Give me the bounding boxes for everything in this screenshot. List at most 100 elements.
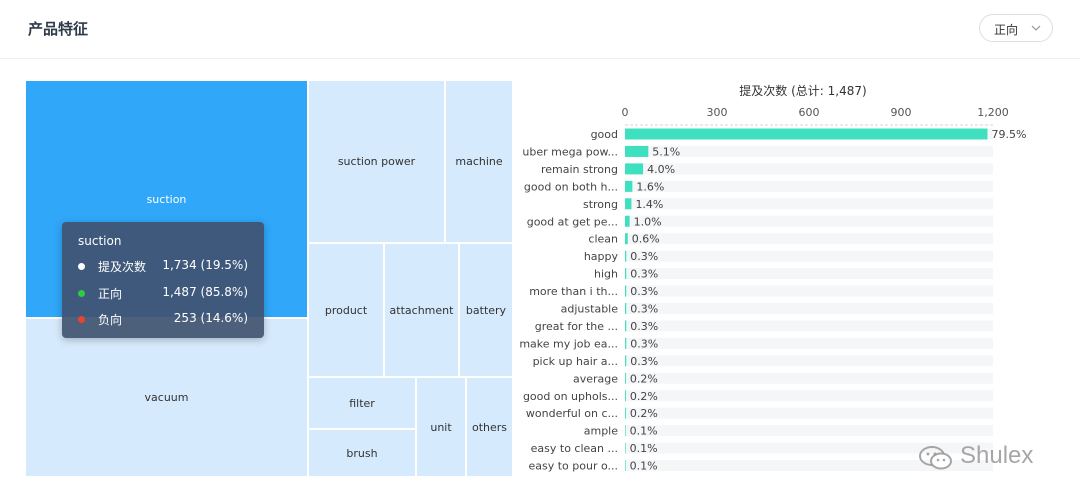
bar xyxy=(625,233,628,245)
category-label: make my job ea... xyxy=(520,337,618,350)
data-label: 1.6% xyxy=(636,180,664,193)
tile-label: brush xyxy=(346,446,378,460)
bar-track xyxy=(625,303,993,314)
tooltip-row-negative: 负向 253 (14.6%) xyxy=(78,311,250,329)
category-label: good at get pe... xyxy=(527,215,618,228)
treemap-tile-machine[interactable]: machine xyxy=(445,80,513,243)
category-label: good on uphols... xyxy=(523,390,618,403)
bar xyxy=(625,250,627,262)
bar xyxy=(625,180,633,192)
tile-label: unit xyxy=(430,420,452,434)
data-label: 0.3% xyxy=(630,337,658,350)
category-label: more than i th... xyxy=(529,285,618,298)
tile-label: vacuum xyxy=(144,391,189,404)
data-label: 0.3% xyxy=(630,355,658,368)
bar xyxy=(625,355,627,367)
tooltip-row-mentions: 提及次数 1,734 (19.5%) xyxy=(78,258,250,276)
data-label: 1.0% xyxy=(634,215,662,228)
tile-label: suction power xyxy=(337,155,416,168)
bar xyxy=(625,145,649,157)
data-label: 0.2% xyxy=(630,390,658,403)
data-label: 0.3% xyxy=(630,320,658,333)
category-label: strong xyxy=(583,198,618,211)
bar-track xyxy=(625,198,993,210)
bar-track xyxy=(625,337,993,349)
tile-label: filter xyxy=(349,396,375,410)
category-label: uber mega pow... xyxy=(522,145,618,158)
category-label: high xyxy=(594,268,618,281)
legend-dot-icon xyxy=(78,290,85,297)
treemap-tile-filter[interactable]: filter xyxy=(308,377,416,429)
bar-track xyxy=(625,425,993,437)
data-label: 0.3% xyxy=(630,303,658,316)
bar-track xyxy=(625,250,993,262)
bar xyxy=(625,320,627,332)
treemap-tile-unit[interactable]: unit xyxy=(416,377,466,477)
category-label: clean xyxy=(588,233,618,246)
data-label: 0.1% xyxy=(630,460,658,473)
bar xyxy=(625,407,626,419)
bar xyxy=(625,198,632,210)
bar-chart-svg: 提及次数 (总计: 1,487) 0 300 600 900 1,200 good 79.5%… xyxy=(520,83,1026,473)
bar-track xyxy=(625,163,993,175)
sentiment-filter-dropdown[interactable]: 正向 xyxy=(979,14,1053,42)
bar-track xyxy=(625,180,993,192)
data-label: 5.1% xyxy=(652,145,680,158)
category-label: ample xyxy=(584,425,618,438)
feature-treemap: suction vacuum suction power machine pro… xyxy=(25,80,513,477)
bar-track xyxy=(625,268,993,280)
tile-label: machine xyxy=(455,155,503,168)
treemap-tile-attachment[interactable]: attachment xyxy=(384,243,459,377)
tooltip-row-value: 1,487 (85.8%) xyxy=(162,285,248,299)
bar-track xyxy=(625,285,993,297)
tooltip-row-label: 正向 xyxy=(98,287,123,301)
bar xyxy=(625,372,626,384)
bar xyxy=(625,390,626,402)
bar xyxy=(625,128,988,140)
data-label: 0.3% xyxy=(630,285,658,298)
tooltip-row-positive: 正向 1,487 (85.8%) xyxy=(78,285,250,303)
bar xyxy=(625,268,627,280)
x-tick-label: 1,200 xyxy=(977,106,1009,119)
watermark: Shulex xyxy=(918,440,1058,476)
category-label: happy xyxy=(584,250,619,263)
data-label: 0.2% xyxy=(630,407,658,420)
treemap-tile-product[interactable]: product xyxy=(308,243,384,377)
tooltip-row-value: 1,734 (19.5%) xyxy=(162,258,248,272)
category-label: easy to clean ... xyxy=(531,442,618,455)
treemap-tile-others[interactable]: others xyxy=(466,377,513,477)
data-label: 1.4% xyxy=(635,198,663,211)
category-label: easy to pour o... xyxy=(528,460,618,473)
category-label: pick up hair a... xyxy=(533,355,618,368)
wechat-icon xyxy=(919,446,952,470)
treemap-tooltip: suction 提及次数 1,734 (19.5%) 正向 1,487 (85.… xyxy=(62,222,264,338)
panel-header: 产品特征 正向 xyxy=(0,0,1080,59)
bar-track xyxy=(625,372,993,384)
legend-dot-icon xyxy=(78,263,85,270)
treemap-tile-battery[interactable]: battery xyxy=(459,243,513,377)
tooltip-title: suction xyxy=(78,234,122,248)
tile-label: product xyxy=(324,303,368,317)
data-label: 4.0% xyxy=(647,163,675,176)
tooltip-row-value: 253 (14.6%) xyxy=(173,311,248,325)
category-label: good xyxy=(591,128,618,141)
legend-dot-icon xyxy=(78,316,85,323)
tooltip-row-label: 负向 xyxy=(98,313,123,327)
category-label: average xyxy=(573,372,618,385)
category-label: good on both h... xyxy=(524,180,618,193)
tooltip-row-label: 提及次数 xyxy=(98,260,147,274)
dropdown-selected-value: 正向 xyxy=(994,23,1019,37)
bar xyxy=(625,285,627,297)
category-label: remain strong xyxy=(541,163,618,176)
treemap-tile-suction-power[interactable]: suction power xyxy=(308,80,445,243)
data-label: 79.5% xyxy=(991,128,1026,141)
category-label: adjustable xyxy=(561,303,619,316)
data-label: 0.2% xyxy=(630,372,658,385)
bar-track xyxy=(625,442,993,454)
bar-track xyxy=(625,320,993,332)
treemap-tile-brush[interactable]: brush xyxy=(308,429,416,477)
category-label: great for the ... xyxy=(535,320,618,333)
treemap-tile-vacuum[interactable]: vacuum xyxy=(25,318,308,477)
bar xyxy=(625,442,626,454)
bar-track xyxy=(625,233,993,245)
